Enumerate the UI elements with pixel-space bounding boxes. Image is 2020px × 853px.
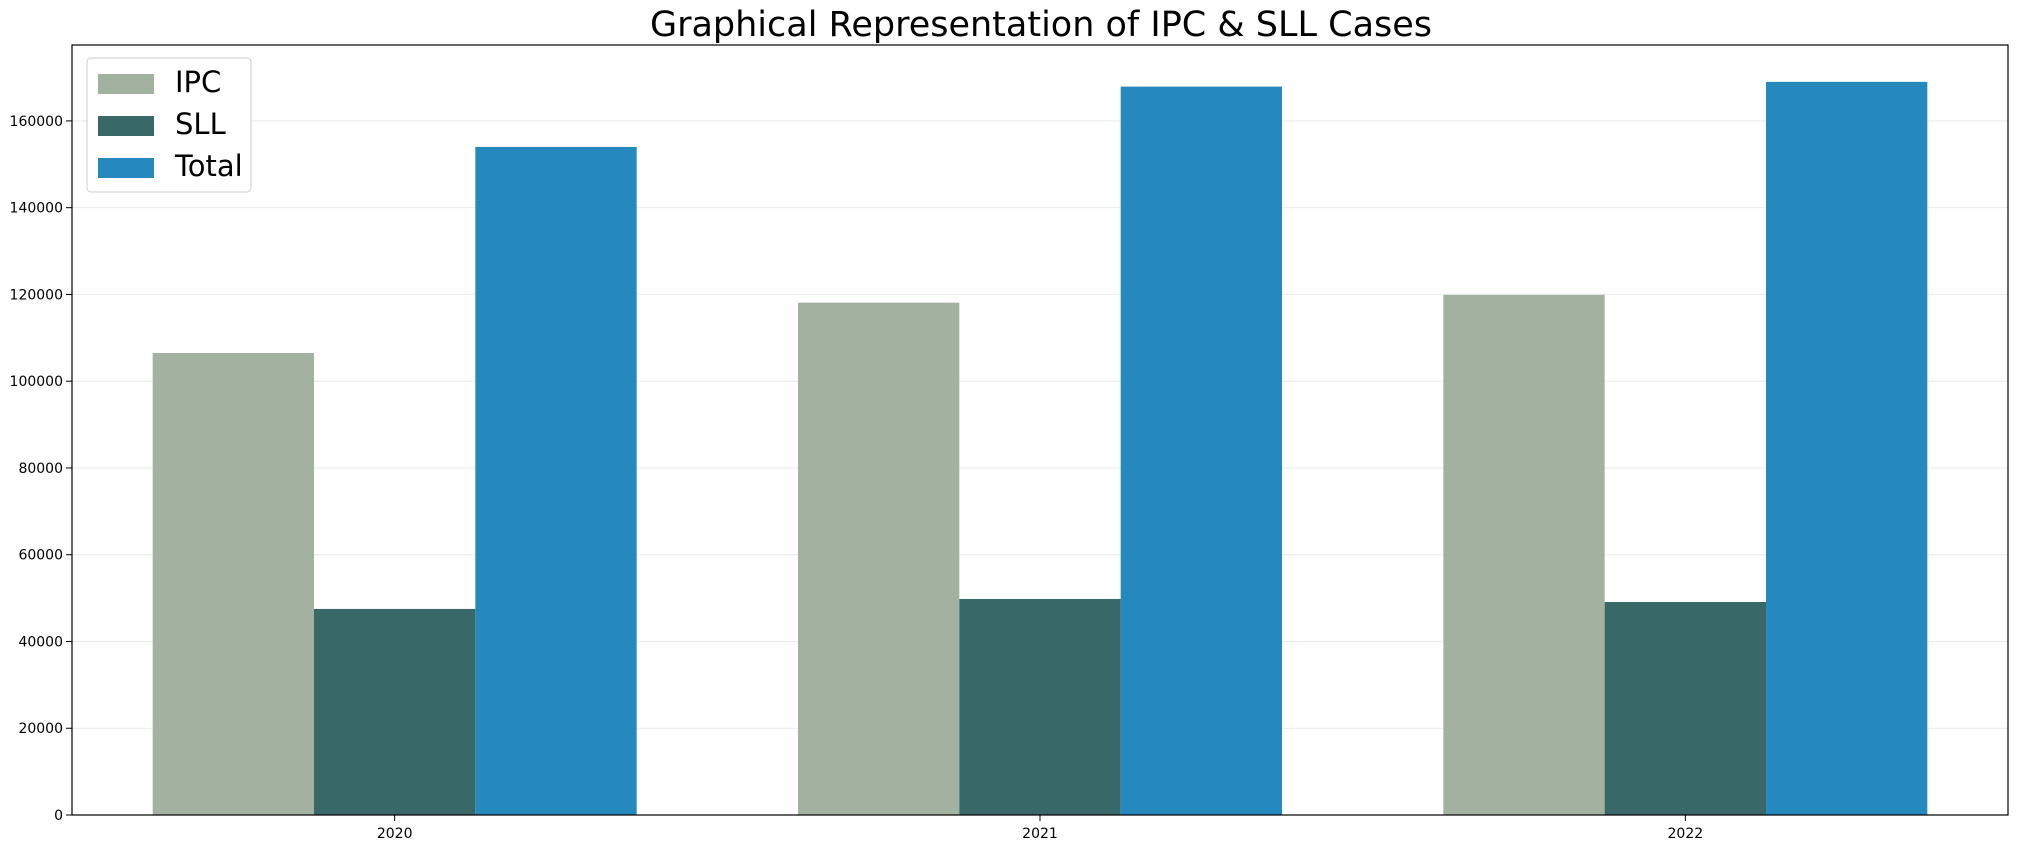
y-tick-label: 60000 <box>18 548 63 564</box>
chart-title: Graphical Representation of IPC & SLL Ca… <box>650 5 1432 45</box>
x-tick-label: 2020 <box>377 826 413 842</box>
legend-swatch-ipc <box>98 74 154 94</box>
bar-sll-2022 <box>1604 602 1766 815</box>
bar-ipc-2021 <box>798 302 960 816</box>
bars <box>152 81 1928 816</box>
legend-label-sll: SLL <box>175 107 226 141</box>
bar-total-2020 <box>475 146 637 815</box>
axes: 0 20000 40000 60000 80000 100000 120000 140000 1… <box>10 44 2009 842</box>
bar-sll-2020 <box>314 608 476 815</box>
y-tick-label: 0 <box>54 808 63 824</box>
legend: IPC SLL Total <box>86 57 252 193</box>
y-tick-label: 100000 <box>10 374 63 390</box>
bar-ipc-2022 <box>1443 294 1605 815</box>
bar-sll-2021 <box>959 598 1121 815</box>
legend-swatch-total <box>98 158 154 178</box>
y-tick-label: 80000 <box>18 461 63 477</box>
bar-total-2022 <box>1766 81 1928 816</box>
y-tick-label: 20000 <box>18 721 63 737</box>
y-tick-label: 120000 <box>10 287 63 303</box>
legend-label-ipc: IPC <box>175 65 221 99</box>
bar-ipc-2020 <box>152 353 314 815</box>
y-tick-label: 160000 <box>10 114 63 130</box>
bar-total-2021 <box>1120 86 1282 815</box>
y-tick-label: 140000 <box>10 201 63 217</box>
legend-swatch-sll <box>98 116 154 136</box>
legend-label-total: Total <box>174 149 243 183</box>
y-tick-label: 40000 <box>18 634 63 650</box>
x-tick-label: 2021 <box>1022 826 1058 842</box>
x-tick-label: 2022 <box>1668 826 1704 842</box>
